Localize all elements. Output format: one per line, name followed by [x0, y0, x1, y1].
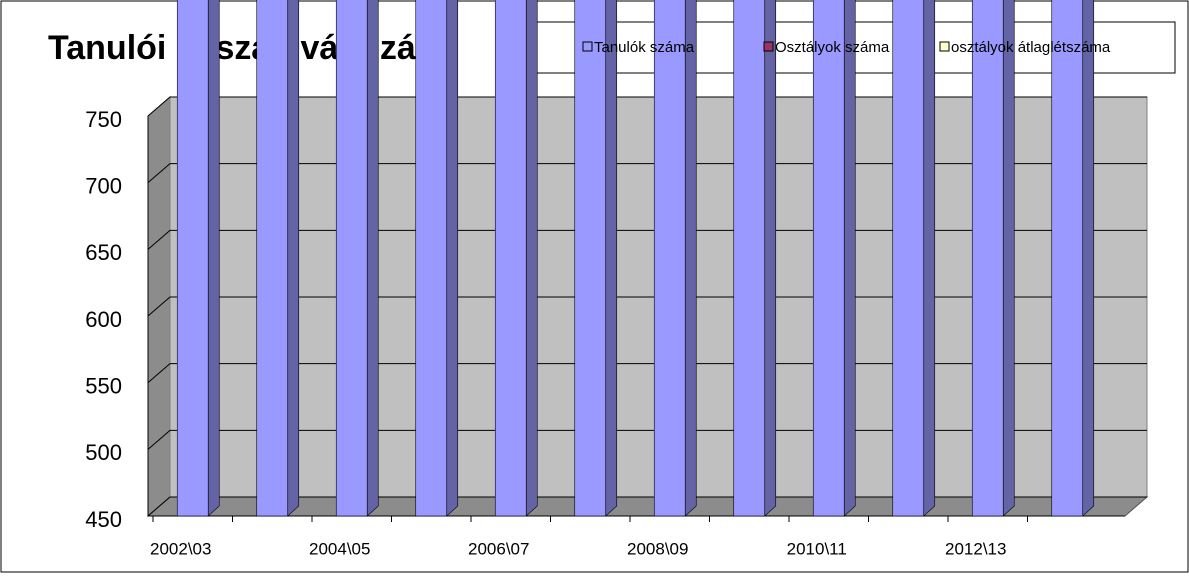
bar-side [287, 0, 300, 517]
y-tick-label: 550 [85, 373, 122, 398]
legend-label: osztályok átlaglétszáma [951, 39, 1111, 56]
bar-side [764, 0, 777, 517]
x-tick-label: 2008\09 [627, 539, 688, 558]
bar-segment [971, 0, 1004, 517]
y-tick-label: 500 [85, 440, 122, 465]
y-tick-label: 700 [85, 173, 122, 198]
bar-segment [415, 0, 448, 517]
y-tick-label: 650 [85, 240, 122, 265]
bar-side [366, 0, 379, 517]
bar-segment [494, 0, 527, 517]
bar-segment [653, 0, 686, 517]
x-tick-label: 2012\13 [945, 539, 1006, 558]
x-tick-label: 2010\11 [787, 539, 847, 558]
bar-segment [574, 0, 607, 517]
bar-segment [812, 0, 845, 517]
bar-side [525, 0, 538, 517]
legend-swatch [582, 41, 593, 52]
legend-swatch [939, 41, 950, 52]
x-tick-label: 2004\05 [309, 539, 370, 558]
bar-segment [1051, 0, 1084, 517]
legend-swatch [763, 41, 774, 52]
legend-label: Tanulók száma [594, 39, 695, 56]
bar-side [1082, 0, 1095, 517]
legend-label: Osztályok száma [775, 39, 890, 56]
x-tick-label: 2002\03 [150, 539, 211, 558]
bar-side [207, 0, 220, 517]
bar-side [1002, 0, 1015, 517]
bar-side [923, 0, 936, 517]
x-tick-label: 2006\07 [468, 539, 529, 558]
bar-segment [256, 0, 289, 517]
bar-side [843, 0, 856, 517]
y-tick-label: 750 [85, 107, 122, 132]
bar-side [684, 0, 697, 517]
bar-side [446, 0, 459, 517]
bar-segment [176, 0, 209, 517]
bar-segment [335, 0, 368, 517]
bar-segment [733, 0, 766, 517]
bar-segment [892, 0, 925, 517]
bar-side [605, 0, 618, 517]
y-tick-label: 450 [85, 507, 122, 532]
y-tick-label: 600 [85, 307, 122, 332]
